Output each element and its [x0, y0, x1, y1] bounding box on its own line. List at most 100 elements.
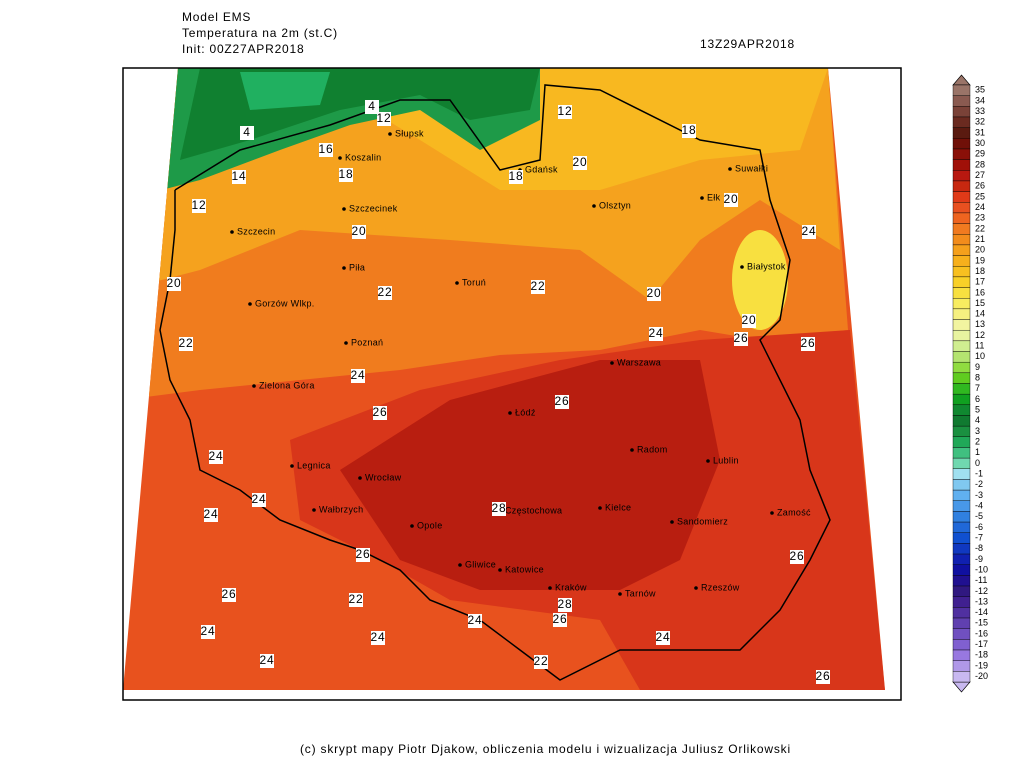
- contour-label: 20: [352, 224, 367, 238]
- contour-label-box: [682, 124, 696, 138]
- colorbar-cell: [952, 106, 971, 118]
- contour-label-box: [509, 170, 523, 184]
- contour-label-box: [351, 369, 365, 383]
- contour-label-box: [816, 670, 830, 684]
- model-name: Model EMS: [182, 10, 251, 24]
- contour-label-box: [167, 277, 181, 291]
- city-dot: [290, 464, 294, 468]
- city-dot: [618, 592, 622, 596]
- contour-label: 22: [531, 279, 546, 293]
- city-name: Sandomierz: [677, 516, 728, 526]
- map-frame: [122, 67, 902, 701]
- colorbar-label: 0: [975, 458, 980, 468]
- colorbar-cell: [952, 202, 971, 214]
- city-dot: [358, 476, 362, 480]
- valid-time: 13Z29APR2018: [700, 37, 795, 51]
- colorbar-label: -19: [975, 660, 988, 670]
- city-name: Piła: [349, 262, 365, 272]
- city-name: Warszawa: [617, 357, 661, 367]
- city-dot: [455, 281, 459, 285]
- contour-label: 24: [201, 624, 216, 638]
- colorbar-cell: [952, 447, 971, 459]
- colorbar-label: 32: [975, 117, 985, 127]
- contour-label: 20: [167, 276, 182, 290]
- colorbar-label: 2: [975, 437, 980, 447]
- contour-label: 26: [373, 405, 388, 419]
- city-dot: [592, 204, 596, 208]
- colorbar-cell: [952, 543, 971, 555]
- contour-label-box: [724, 193, 738, 207]
- colorbar-cell: [952, 329, 971, 342]
- city-dot: [670, 520, 674, 524]
- city-name: Poznań: [351, 337, 383, 347]
- colorbar-label: 8: [975, 373, 980, 383]
- colorbar-label: 34: [975, 95, 985, 105]
- contour-label: 24: [656, 630, 671, 644]
- contour-label-box: [252, 493, 266, 507]
- contour-label-box: [531, 280, 545, 294]
- contour-label: 28: [558, 597, 573, 611]
- contour-label: 22: [349, 592, 364, 606]
- colorbar-cell: [952, 457, 971, 469]
- contour-label: 26: [553, 612, 568, 626]
- city-dot: [770, 511, 774, 515]
- contour-label: 24: [468, 613, 483, 627]
- contour-label: 20: [647, 286, 662, 300]
- city-name: Rzeszów: [701, 582, 740, 592]
- colorbar-label: 26: [975, 181, 985, 191]
- contour-label-box: [468, 614, 482, 628]
- colorbar-cell: [952, 138, 971, 150]
- contour-label-box: [558, 105, 572, 119]
- city-name: Ełk: [707, 192, 721, 202]
- city-dot: [342, 266, 346, 270]
- contour-label: 26: [222, 587, 237, 601]
- city-dot: [598, 506, 602, 510]
- contour-label-box: [356, 548, 370, 562]
- city-dot: [498, 568, 502, 572]
- colorbar-cell: [952, 532, 971, 544]
- colorbar-label: 1: [975, 447, 980, 457]
- colorbar-cell: [952, 170, 971, 182]
- city-name: Częstochowa: [505, 505, 562, 515]
- contour-label-box: [179, 337, 193, 351]
- colorbar-cell: [952, 500, 971, 512]
- colorbar-cell: [952, 180, 971, 192]
- colorbar-label: -18: [975, 650, 988, 660]
- contour-label-box: [802, 225, 816, 239]
- colorbar-label: -5: [975, 511, 983, 521]
- city-dot: [338, 156, 342, 160]
- city-name: Białystok: [747, 261, 786, 271]
- city-name: Zamość: [777, 507, 811, 517]
- colorbar-label: 6: [975, 394, 980, 404]
- colorbar-label: -16: [975, 628, 988, 638]
- city-name: Gliwice: [465, 559, 496, 569]
- colorbar-label: -2: [975, 479, 983, 489]
- variable-name: Temperatura na 2m (st.C): [182, 26, 338, 40]
- colorbar-cell: [952, 596, 971, 608]
- colorbar-cell: [952, 287, 971, 299]
- colorbar-cell: [952, 585, 971, 597]
- colorbar-label: 28: [975, 159, 985, 169]
- contour-label-box: [573, 156, 587, 170]
- colorbar-label: -9: [975, 554, 983, 564]
- contour-label-box: [349, 593, 363, 607]
- colorbar-cell: [952, 372, 971, 384]
- colorbar-cell: [952, 521, 971, 533]
- colorbar-cell: [952, 660, 971, 672]
- contour-label: 12: [192, 198, 207, 212]
- city-dot: [728, 167, 732, 171]
- colorbar-cell: [952, 95, 971, 107]
- contour-label-box: [232, 170, 246, 184]
- contour-label-box: [647, 287, 661, 301]
- city-name: Gorzów Wlkp.: [255, 298, 315, 308]
- city-dot: [610, 361, 614, 365]
- city-name: Wałbrzych: [319, 504, 363, 514]
- contour-label-box: [790, 550, 804, 564]
- colorbar-label: 15: [975, 298, 985, 308]
- contour-label: 22: [179, 336, 194, 350]
- city-name: Słupsk: [395, 128, 424, 138]
- city-name: Kielce: [605, 502, 631, 512]
- city-dot: [252, 384, 256, 388]
